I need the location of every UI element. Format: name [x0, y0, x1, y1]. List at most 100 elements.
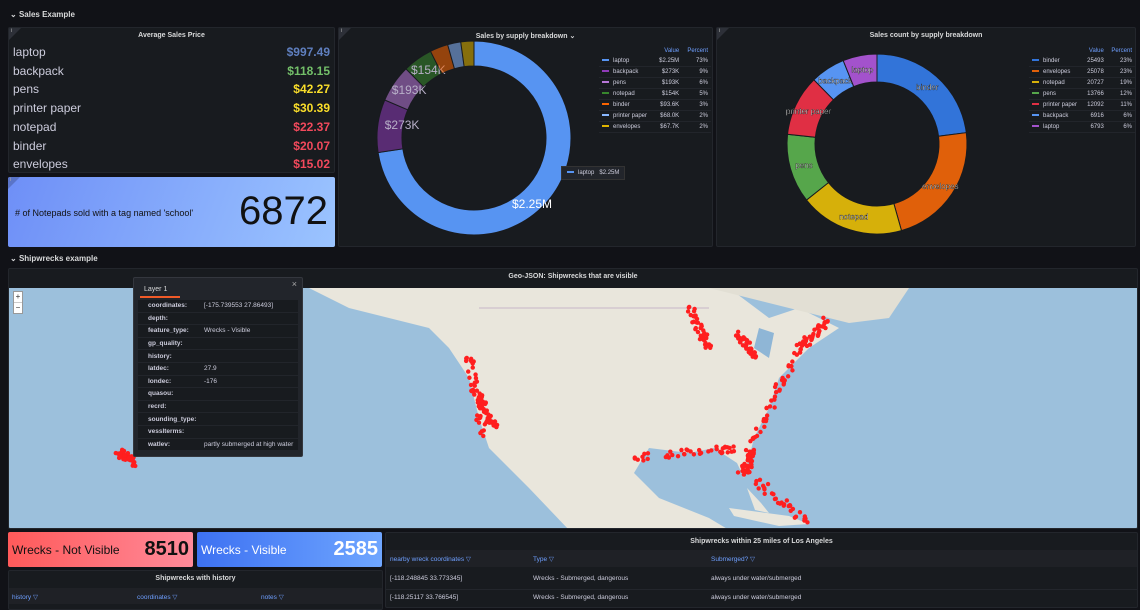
wreck-marker[interactable]	[490, 419, 495, 424]
row-sales-example[interactable]: ⌄ Sales Example	[10, 10, 75, 19]
wreck-marker[interactable]	[645, 451, 651, 456]
panel-title[interactable]: Sales by supply breakdown ⌄	[475, 33, 576, 40]
wreck-marker[interactable]	[640, 454, 645, 459]
wreck-marker[interactable]	[762, 424, 767, 430]
wreck-marker[interactable]	[742, 469, 747, 474]
wreck-marker[interactable]	[130, 457, 135, 462]
wreck-marker[interactable]	[474, 388, 480, 393]
filter-icon[interactable]: ▽	[172, 594, 178, 601]
wreck-marker[interactable]	[741, 472, 747, 477]
close-icon[interactable]: ×	[291, 279, 297, 289]
wreck-marker[interactable]	[772, 397, 777, 402]
wreck-marker[interactable]	[746, 349, 751, 355]
wreck-marker[interactable]	[784, 498, 790, 503]
wreck-marker[interactable]	[476, 420, 482, 425]
wreck-marker[interactable]	[121, 457, 126, 462]
legend-item[interactable]: binder $93.6K 3%	[599, 99, 711, 111]
wreck-marker[interactable]	[744, 338, 750, 343]
wreck-marker[interactable]	[133, 463, 138, 469]
wreck-marker[interactable]	[756, 486, 761, 491]
wreck-marker[interactable]	[691, 309, 697, 314]
wreck-marker[interactable]	[691, 452, 697, 457]
wreck-marker[interactable]	[743, 447, 749, 453]
wreck-marker[interactable]	[727, 445, 732, 451]
wreck-marker[interactable]	[632, 455, 638, 460]
table-row[interactable]: [-118.248845 33.773345] Wrecks - Submerg…	[386, 571, 1137, 590]
wreck-marker[interactable]	[772, 384, 778, 390]
wreck-marker[interactable]	[777, 501, 783, 506]
wreck-marker[interactable]	[794, 352, 800, 357]
wreck-marker[interactable]	[126, 455, 132, 461]
filter-icon[interactable]: ▽	[750, 556, 756, 563]
wreck-marker[interactable]	[666, 455, 672, 460]
wreck-marker[interactable]	[469, 359, 474, 364]
filter-icon[interactable]: ▽	[278, 594, 284, 601]
column-header-notes[interactable]: notes ▽	[261, 593, 284, 601]
wreck-marker[interactable]	[481, 433, 486, 439]
wreck-marker[interactable]	[731, 444, 736, 449]
wreck-marker[interactable]	[464, 356, 469, 361]
wreck-marker[interactable]	[746, 455, 751, 460]
slice-laptop[interactable]	[842, 53, 878, 88]
wreck-marker[interactable]	[704, 335, 709, 341]
wreck-marker[interactable]	[670, 452, 675, 458]
wreck-marker[interactable]	[479, 393, 485, 398]
wreck-marker[interactable]	[466, 369, 471, 374]
wreck-marker[interactable]	[731, 448, 737, 454]
legend-header-percent[interactable]: Percent	[1111, 48, 1132, 54]
legend-item[interactable]: binder 25493 23%	[1029, 56, 1135, 67]
legend-item[interactable]: printer paper 12092 11%	[1029, 99, 1135, 111]
wreck-marker[interactable]	[764, 405, 769, 411]
wreck-marker[interactable]	[118, 452, 123, 457]
wreck-marker[interactable]	[801, 339, 806, 344]
wreck-marker[interactable]	[477, 415, 482, 421]
wreck-marker[interactable]	[762, 491, 767, 496]
column-header-submerged[interactable]: Submerged? ▽	[711, 555, 755, 563]
wreck-marker[interactable]	[691, 314, 696, 319]
wreck-marker[interactable]	[790, 359, 795, 364]
wreck-marker[interactable]	[694, 316, 700, 322]
wreck-marker[interactable]	[718, 449, 723, 455]
wreck-marker[interactable]	[691, 319, 697, 324]
wreck-marker[interactable]	[802, 335, 807, 340]
legend-item[interactable]: envelopes $67.7K 2%	[599, 121, 711, 133]
wreck-marker[interactable]	[125, 451, 131, 456]
wreck-marker[interactable]	[704, 332, 710, 337]
slice-envelopes[interactable]	[460, 40, 475, 68]
legend-item[interactable]: notepad 20727 19%	[1029, 77, 1135, 89]
wreck-marker[interactable]	[695, 329, 701, 335]
filter-icon[interactable]: ▽	[548, 556, 554, 563]
filter-icon[interactable]: ▽	[465, 556, 471, 563]
wreck-marker[interactable]	[777, 388, 782, 393]
wreck-marker[interactable]	[821, 323, 826, 328]
legend-header-value[interactable]: Value	[1088, 48, 1104, 54]
wreck-marker[interactable]	[703, 345, 708, 350]
filter-icon[interactable]: ▽	[32, 594, 38, 601]
zoom-out-button[interactable]: −	[14, 302, 22, 312]
tab-layer-1[interactable]: Layer 1	[140, 278, 180, 298]
wreck-marker[interactable]	[708, 343, 714, 348]
legend-item[interactable]: notepad $154K 5%	[599, 88, 711, 100]
wreck-marker[interactable]	[773, 496, 778, 501]
wreck-marker[interactable]	[761, 418, 766, 424]
wreck-marker[interactable]	[679, 447, 684, 453]
wreck-marker[interactable]	[822, 320, 827, 325]
wreck-marker[interactable]	[116, 455, 122, 461]
wreck-marker[interactable]	[701, 328, 706, 333]
wreck-marker[interactable]	[675, 453, 681, 459]
wreck-marker[interactable]	[779, 377, 785, 383]
wreck-marker[interactable]	[693, 327, 698, 332]
legend-item[interactable]: backpack 6916 6%	[1029, 110, 1135, 122]
wreck-marker[interactable]	[764, 413, 770, 418]
wreck-marker[interactable]	[706, 449, 711, 454]
wreck-marker[interactable]	[645, 456, 650, 462]
wreck-marker[interactable]	[685, 309, 691, 314]
wreck-marker[interactable]	[684, 447, 689, 452]
slice-binder[interactable]	[876, 53, 967, 137]
legend-item[interactable]: printer paper $68.0K 2%	[599, 110, 711, 122]
info-icon[interactable]: i	[717, 28, 729, 40]
wreck-marker[interactable]	[742, 463, 748, 469]
wreck-marker[interactable]	[695, 320, 701, 325]
wreck-marker[interactable]	[472, 392, 477, 397]
slice-notepad[interactable]	[805, 181, 903, 235]
